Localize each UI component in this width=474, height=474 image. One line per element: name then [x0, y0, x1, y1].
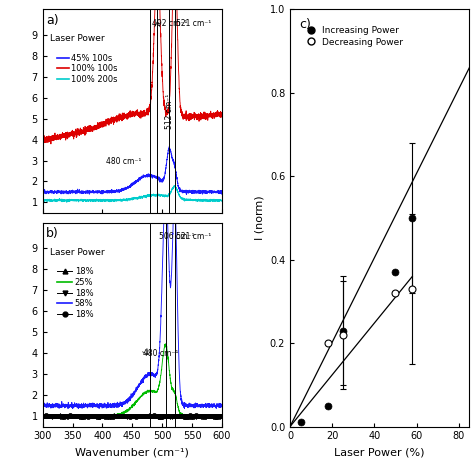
- 45% 100s: [127, 183, 133, 189]
- 100% 200s: [40, 197, 46, 202]
- 45% 100s: [214, 189, 219, 194]
- 100% 100s: [127, 111, 133, 117]
- Text: Laser Power: Laser Power: [50, 247, 104, 256]
- 100% 200s: [172, 182, 177, 188]
- Text: 512 cm⁻¹: 512 cm⁻¹: [165, 93, 174, 128]
- 45% 100s: [219, 188, 225, 193]
- 100% 200s: [122, 197, 128, 203]
- 100% 200s: [49, 199, 55, 204]
- Text: a): a): [46, 14, 59, 27]
- 100% 100s: [219, 110, 225, 116]
- 100% 100s: [214, 109, 220, 115]
- 45% 100s: [40, 189, 46, 195]
- 45% 100s: [122, 186, 128, 192]
- Text: 480 cm⁻¹: 480 cm⁻¹: [143, 349, 178, 358]
- Text: 506 cm⁻¹: 506 cm⁻¹: [159, 232, 194, 241]
- Text: c): c): [299, 18, 311, 31]
- X-axis label: Wavenumber (cm⁻¹): Wavenumber (cm⁻¹): [75, 447, 189, 457]
- 100% 200s: [127, 197, 133, 202]
- Legend: Increasing Power, Decreasing Power: Increasing Power, Decreasing Power: [298, 22, 407, 50]
- 100% 200s: [219, 198, 225, 203]
- 100% 100s: [214, 111, 219, 117]
- 45% 100s: [166, 144, 172, 150]
- 45% 100s: [214, 189, 220, 195]
- 45% 100s: [181, 188, 187, 193]
- Legend: 45% 100s, 100% 100s, 100% 200s: 45% 100s, 100% 100s, 100% 200s: [54, 50, 121, 87]
- X-axis label: Laser Power (%): Laser Power (%): [334, 447, 425, 457]
- Text: b): b): [46, 227, 59, 240]
- 100% 100s: [49, 134, 55, 139]
- 45% 100s: [49, 189, 55, 195]
- Line: 45% 100s: 45% 100s: [43, 147, 222, 194]
- 100% 200s: [64, 200, 70, 205]
- 100% 100s: [122, 115, 128, 121]
- 100% 100s: [40, 137, 46, 143]
- Text: 521 cm⁻¹: 521 cm⁻¹: [176, 232, 211, 241]
- Y-axis label: I (norm): I (norm): [254, 196, 264, 240]
- Text: Laser Power: Laser Power: [50, 34, 104, 43]
- 100% 100s: [181, 111, 187, 117]
- Text: 480 cm⁻¹: 480 cm⁻¹: [107, 157, 142, 166]
- 100% 200s: [214, 198, 220, 203]
- 100% 100s: [48, 141, 54, 147]
- 100% 200s: [214, 197, 219, 203]
- Line: 100% 200s: 100% 200s: [43, 185, 222, 202]
- 100% 200s: [181, 197, 187, 203]
- Line: 100% 100s: 100% 100s: [43, 0, 222, 144]
- 45% 100s: [183, 191, 189, 197]
- Text: 492 cm⁻¹: 492 cm⁻¹: [152, 18, 187, 27]
- Text: 521 cm⁻¹: 521 cm⁻¹: [176, 18, 211, 27]
- Legend: 18%, 25%, 18%, 58%, 18%: 18%, 25%, 18%, 58%, 18%: [54, 264, 97, 322]
